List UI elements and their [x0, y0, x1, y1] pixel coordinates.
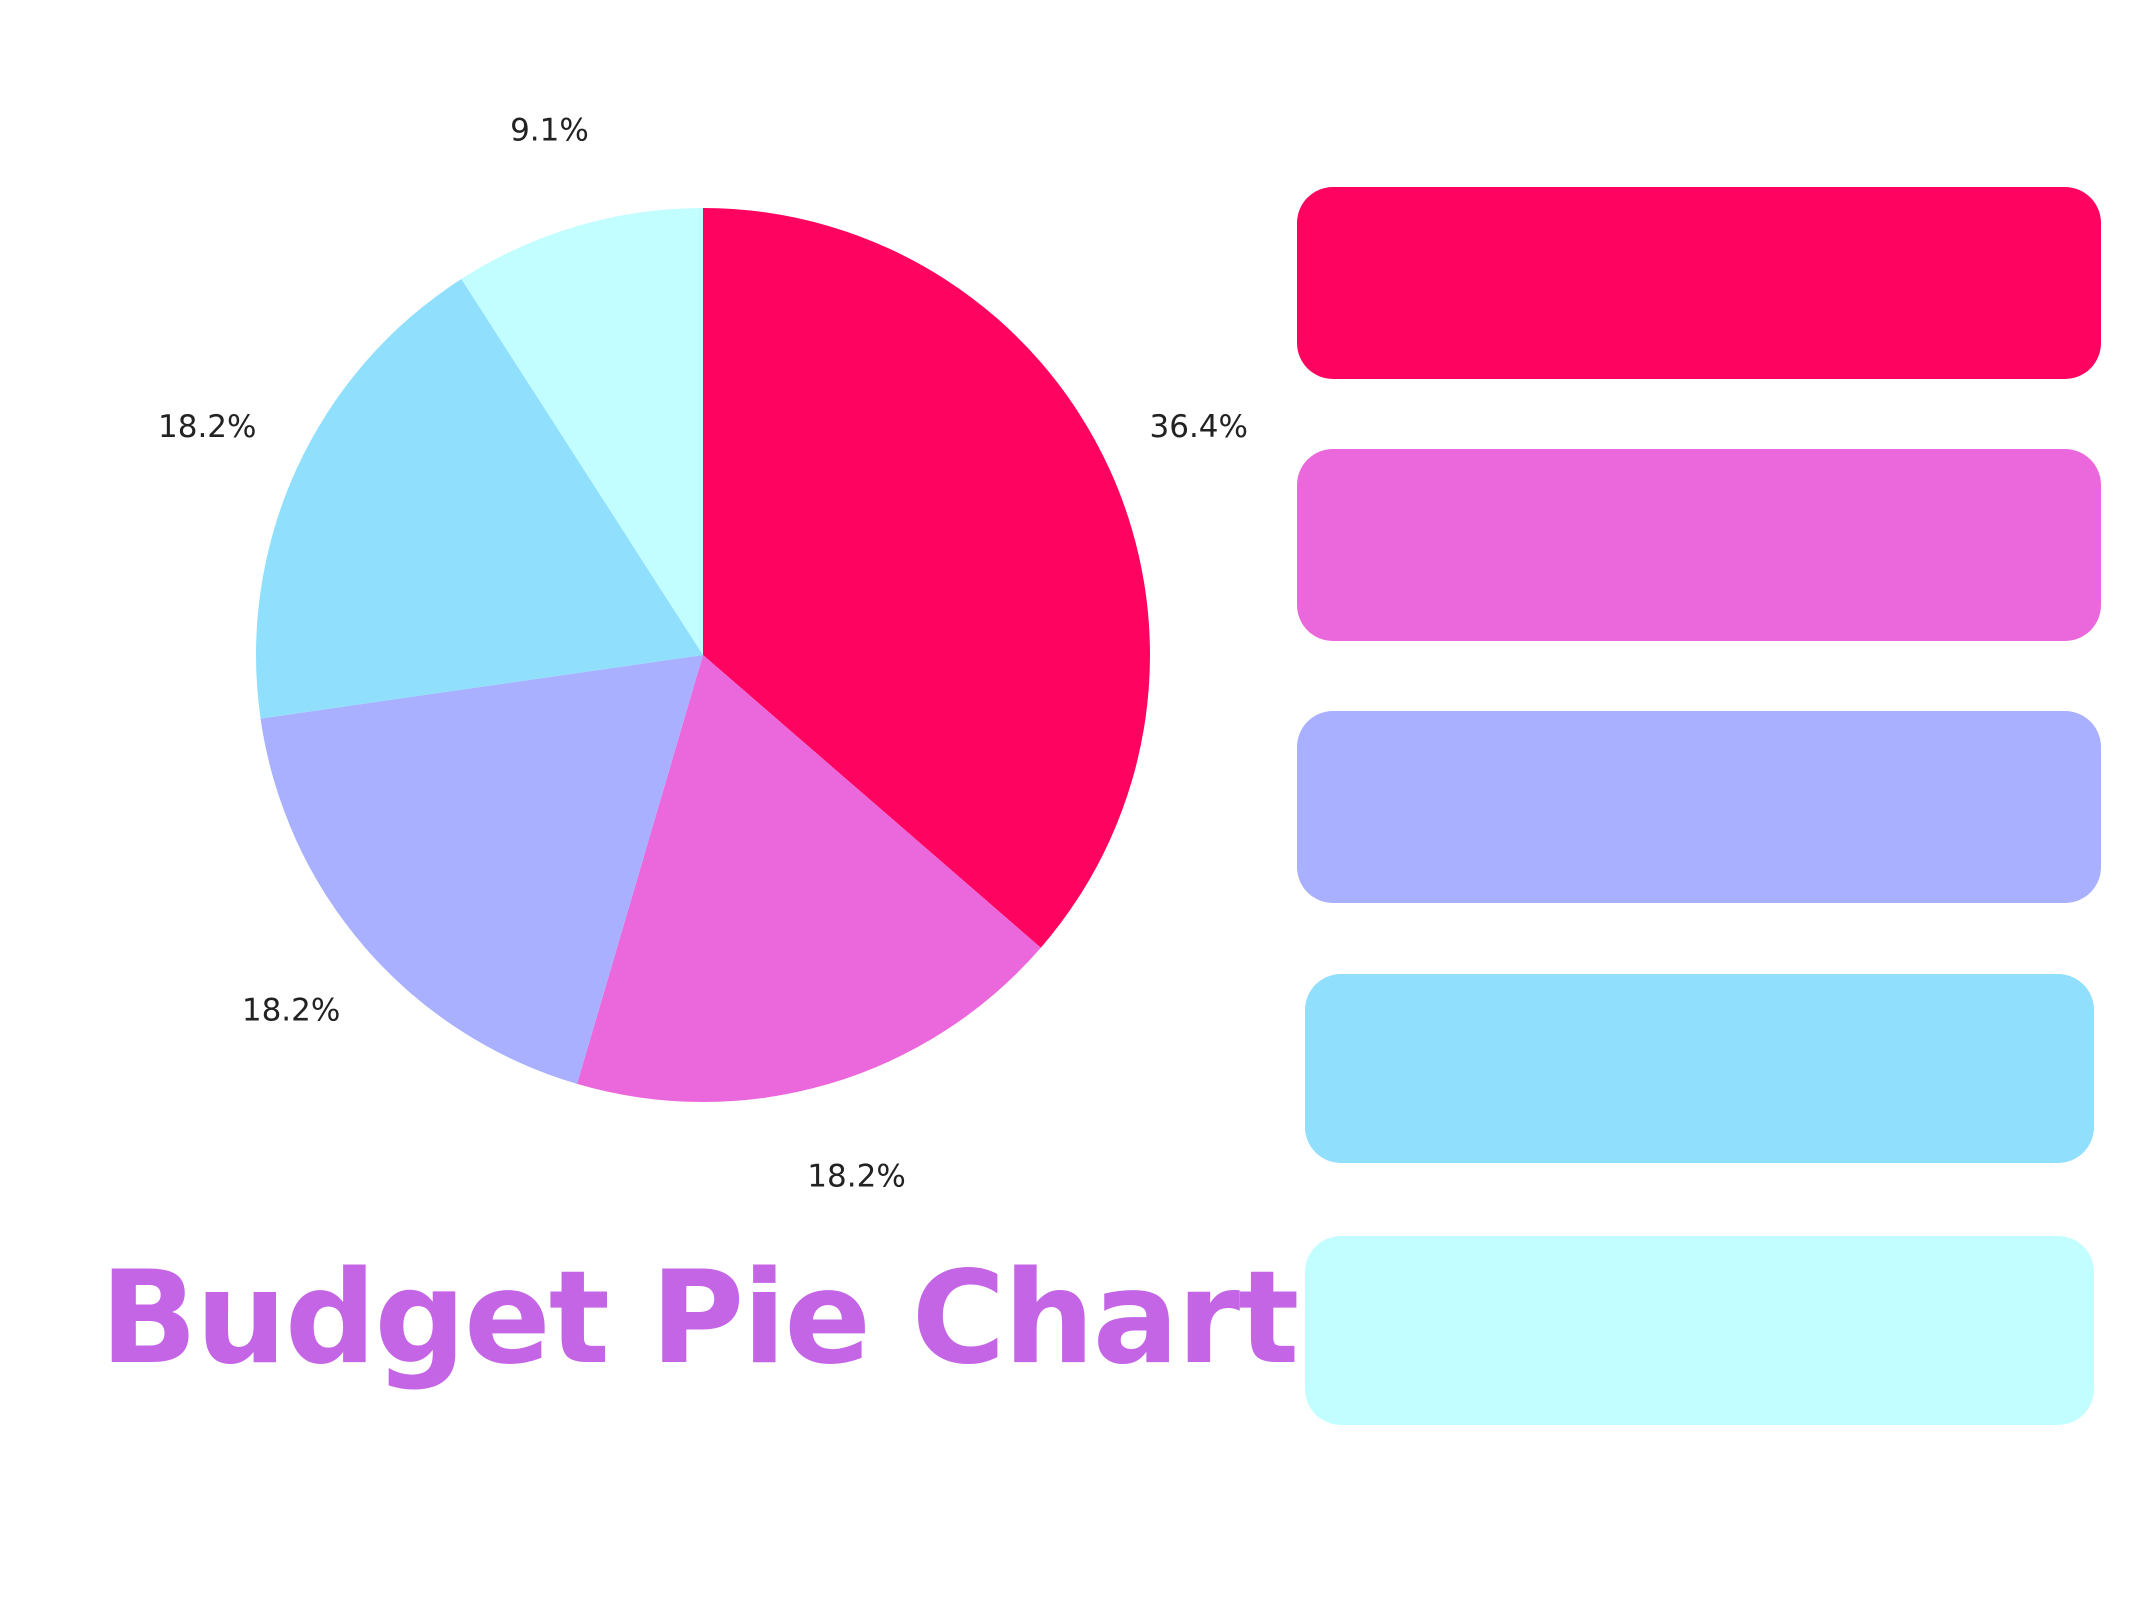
pie-label-4: 18.2%	[158, 409, 256, 445]
legend-swatch-2	[1297, 449, 2101, 641]
pie-slice-2	[577, 655, 1041, 1102]
legend-swatch-5	[1305, 1236, 2094, 1425]
chart-title: Budget Pie Chart	[100, 1244, 1299, 1393]
pie-slice-1	[703, 208, 1150, 948]
pie-label-2: 18.2%	[807, 1158, 905, 1194]
pie-label-5: 9.1%	[510, 113, 589, 149]
budget-pie-chart: 36.4% 18.2% 18.2% 18.2% 9.1%	[158, 113, 1248, 1195]
pie-slices	[256, 208, 1150, 1102]
pie-slice-3	[260, 655, 703, 1084]
pie-label-1: 36.4%	[1150, 409, 1248, 445]
legend-swatch-3	[1297, 711, 2101, 903]
pie-slice-5	[461, 208, 703, 655]
pie-slice-4	[256, 278, 703, 719]
pie-label-3: 18.2%	[242, 992, 340, 1028]
legend-swatch-1	[1297, 187, 2101, 379]
pie-labels: 36.4% 18.2% 18.2% 18.2% 9.1%	[158, 113, 1248, 1195]
legend-swatch-4	[1305, 974, 2094, 1163]
